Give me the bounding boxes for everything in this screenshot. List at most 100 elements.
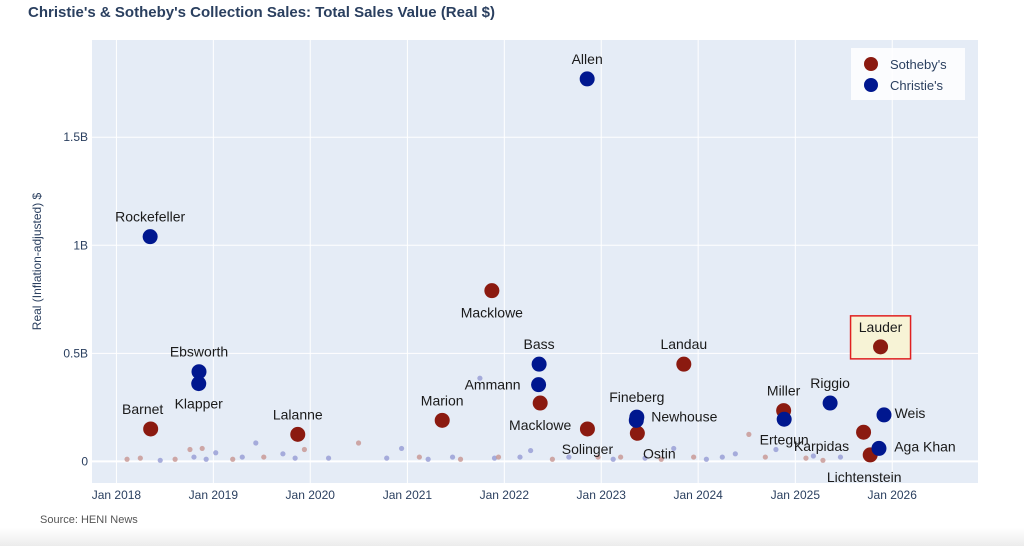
point-label: Bass (524, 336, 555, 352)
sale-point-ostin[interactable] (629, 425, 645, 441)
minor-sale-point (549, 456, 555, 462)
sale-point-ammann[interactable] (531, 377, 547, 393)
point-label: Barnet (122, 401, 163, 417)
y-axis-title: Real (Inflation-adjusted) $ (30, 192, 44, 330)
sale-point-lalanne[interactable] (290, 426, 306, 442)
x-tick-label: Jan 2024 (673, 488, 723, 502)
legend-label[interactable]: Christie's (890, 78, 944, 93)
minor-sale-point (213, 450, 219, 456)
sale-point-lauder[interactable] (873, 339, 889, 355)
point-label: Landau (660, 336, 707, 352)
minor-sale-point (837, 454, 844, 460)
sale-point-barnet[interactable] (143, 421, 159, 437)
minor-sale-point (477, 375, 483, 381)
x-tick-label: Jan 2020 (286, 488, 336, 502)
point-label: Rockefeller (115, 209, 185, 225)
minor-sale-point (803, 455, 809, 461)
point-label: Ostin (643, 445, 676, 461)
x-tick-label: Jan 2021 (383, 488, 433, 502)
point-label: Ertegun (760, 431, 809, 447)
y-tick-label: 0.5B (63, 346, 88, 360)
minor-sale-point (528, 447, 534, 454)
minor-sale-point (191, 454, 197, 460)
minor-sale-point (280, 451, 286, 457)
source-note: Source: HENI News (40, 514, 138, 526)
minor-sale-point (610, 456, 616, 462)
minor-sale-point (762, 454, 768, 460)
point-label: Allen (572, 51, 603, 67)
point-labels: Barnet Lalanne Marion Macklowe Macklowe Solin… (115, 51, 956, 485)
sale-point-bass[interactable] (531, 356, 547, 372)
minor-sale-point (449, 454, 456, 460)
minor-sale-point (566, 454, 572, 460)
point-label: Newhouse (651, 408, 717, 424)
minor-sale-point (746, 431, 752, 437)
point-label: Karpidas (794, 438, 849, 454)
sale-point-aga-khan[interactable] (871, 440, 887, 456)
point-label: Aga Khan (894, 438, 956, 454)
sale-point-macklowe[interactable] (484, 283, 500, 299)
point-label: Macklowe (509, 417, 571, 433)
minor-sale-point (230, 456, 236, 462)
legend[interactable]: Sotheby's Christie's (851, 48, 965, 100)
point-label: Lauder (859, 319, 903, 335)
minor-sale-point (691, 454, 697, 460)
legend-label[interactable]: Sotheby's (890, 57, 947, 72)
minor-sale-point (124, 456, 130, 462)
x-tick-label: Jan 2018 (92, 488, 142, 502)
point-label: Ammann (465, 377, 521, 393)
minor-sale-point (773, 446, 779, 453)
x-tick-label: Jan 2022 (480, 488, 530, 502)
sale-point-riggio[interactable] (822, 395, 838, 411)
minor-sale-point (719, 454, 725, 460)
minor-sale-point (491, 455, 498, 461)
sale-point-klapper[interactable] (191, 376, 207, 392)
point-label: Marion (421, 392, 464, 408)
x-tick-label: Jan 2019 (189, 488, 239, 502)
minor-sale-point (425, 456, 431, 462)
sale-point-marion[interactable] (434, 412, 450, 428)
point-label: Klapper (175, 396, 224, 412)
minor-sale-point (416, 454, 422, 460)
point-label: Ebsworth (170, 344, 228, 360)
point-label: Macklowe (461, 305, 523, 321)
bottom-edge (0, 528, 1024, 546)
minor-sale-point (261, 454, 267, 460)
minor-sale-point (292, 455, 298, 461)
sale-point-macklowe[interactable] (532, 395, 548, 411)
legend-marker[interactable] (864, 57, 878, 71)
point-label: Fineberg (609, 389, 664, 405)
point-label: Lalanne (273, 406, 323, 422)
y-tick-label: 0 (81, 454, 88, 468)
sale-point-karpidas[interactable] (856, 424, 872, 440)
sale-point-solinger[interactable] (579, 421, 595, 437)
grid-lines (92, 40, 978, 483)
sale-point-weis[interactable] (876, 407, 892, 423)
y-tick-label: 1B (73, 238, 88, 252)
minor-sale-point (157, 457, 163, 463)
minor-sale-point (810, 453, 816, 459)
sale-point-newhouse[interactable] (628, 412, 644, 428)
minor-sale-point (642, 455, 648, 461)
minor-sale-point (325, 455, 332, 461)
sale-point-ebsworth[interactable] (191, 364, 207, 380)
minor-sale-point (457, 456, 464, 462)
sale-point-landau[interactable] (676, 356, 692, 372)
minor-sale-point (301, 446, 308, 453)
sale-point-rockefeller[interactable] (142, 229, 158, 245)
minor-sale-point (398, 445, 405, 452)
minor-sale-point (384, 455, 390, 461)
minor-sale-point (239, 454, 245, 460)
axes: Jan 2018 Jan 2019 Jan 2020 Jan 2021 Jan 2022… (30, 130, 917, 502)
legend-marker[interactable] (864, 78, 878, 92)
point-label: Solinger (562, 441, 614, 457)
minor-sale-point (517, 454, 523, 460)
sale-point-ertegun[interactable] (776, 411, 792, 427)
minor-sale-point (137, 455, 143, 461)
minor-sales-points (124, 375, 844, 463)
minor-sale-point (253, 440, 259, 446)
major-sales-points (142, 71, 892, 463)
sale-point-allen[interactable] (579, 71, 595, 87)
x-tick-label: Jan 2023 (577, 488, 627, 502)
